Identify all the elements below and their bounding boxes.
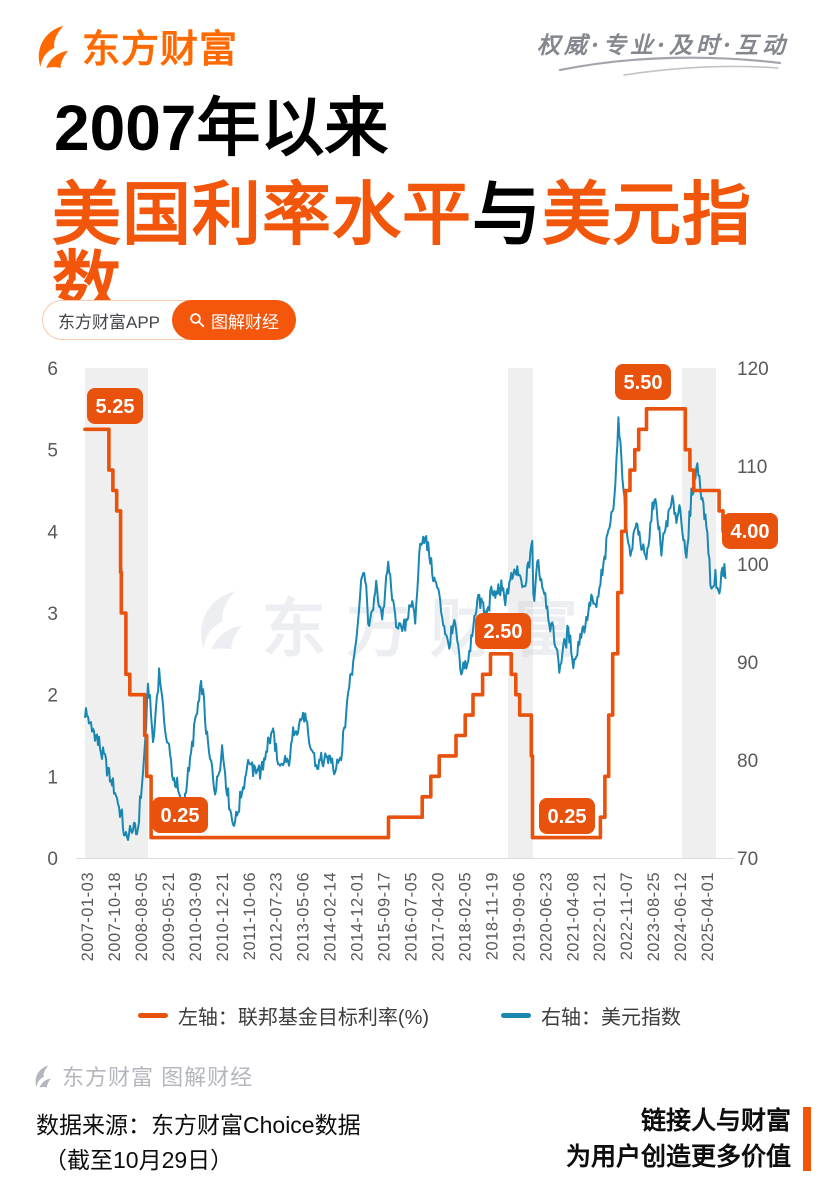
page-title-line1: 2007年以来 <box>54 92 389 164</box>
svg-text:2021-04-08: 2021-04-08 <box>564 872 582 961</box>
svg-text:2011-10-06: 2011-10-06 <box>241 872 259 960</box>
title-part-and: 与 <box>472 176 542 253</box>
svg-text:2007-10-18: 2007-10-18 <box>106 872 124 961</box>
tagline-line2: 为用户创造更多价值 <box>565 1143 791 1171</box>
svg-text:120: 120 <box>737 359 769 380</box>
svg-text:0.25: 0.25 <box>548 806 587 828</box>
chart-legend: 左轴：联邦基金目标利率(%) 右轴：美元指数 <box>0 1001 819 1030</box>
value-badges: 5.25 0.25 2.50 0.25 5.50 4.00 <box>87 364 778 834</box>
svg-text:2019-09-06: 2019-09-06 <box>510 872 528 961</box>
dollar-index-line <box>84 416 727 841</box>
svg-text:0.25: 0.25 <box>161 805 200 827</box>
svg-text:2023-08-25: 2023-08-25 <box>645 872 663 961</box>
brand-flame-icon <box>28 23 74 69</box>
footer-tagline: 链接人与财富 为用户创造更多价值 <box>566 1103 791 1175</box>
svg-text:2010-12-21: 2010-12-21 <box>214 872 232 961</box>
title-part-rates: 美国利率水平 <box>52 176 472 253</box>
column-pill[interactable]: 图解财经 <box>172 300 297 340</box>
footer-brand-watermark: 东方财富 图解财经 <box>30 1060 253 1092</box>
svg-text:2014-02-14: 2014-02-14 <box>322 872 340 961</box>
chart-watermark: 东方财富 <box>201 591 598 665</box>
app-pill[interactable]: 东方财富APP 图解财经 <box>42 300 297 340</box>
svg-text:2012-07-23: 2012-07-23 <box>268 872 286 961</box>
fed-funds-rate-line <box>83 407 728 840</box>
left-axis-ticks: 0 1 2 3 4 5 6 <box>47 359 58 870</box>
svg-text:2009-05-21: 2009-05-21 <box>160 872 178 961</box>
svg-text:0: 0 <box>47 849 58 870</box>
header-slogan: 权威·专业·及时·互动 <box>536 32 789 59</box>
svg-text:2018-11-19: 2018-11-19 <box>483 872 501 960</box>
tagline-line1: 链接人与财富 <box>640 1107 791 1135</box>
svg-text:2014-12-01: 2014-12-01 <box>349 872 367 961</box>
legend-label-rate: 左轴：联邦基金目标利率(%) <box>177 1007 430 1029</box>
svg-text:东方财富: 东方财富 <box>262 593 598 665</box>
page-title-line2: 美国利率水平与美元指数 <box>52 180 819 318</box>
svg-text:4: 4 <box>47 522 58 543</box>
app-pill-label: 东方财富APP <box>58 312 161 332</box>
app-pill-row: 东方财富APP 图解财经 <box>42 300 297 340</box>
column-pill-label: 图解财经 <box>211 312 280 332</box>
brand-logo: 东方财富 <box>28 18 238 73</box>
svg-text:2: 2 <box>47 686 58 707</box>
data-source-line2: （截至10月29日） <box>44 1147 234 1173</box>
legend-item-rate: 左轴：联邦基金目标利率(%) <box>137 1001 430 1030</box>
swoosh-underline-icon <box>558 56 782 76</box>
svg-text:110: 110 <box>737 457 767 478</box>
svg-text:2016-07-05: 2016-07-05 <box>403 872 421 961</box>
svg-text:2015-09-17: 2015-09-17 <box>376 872 394 961</box>
footer-flame-icon <box>30 1064 54 1088</box>
svg-text:5: 5 <box>47 441 58 462</box>
svg-text:2.50: 2.50 <box>484 621 523 643</box>
right-axis-ticks: 70 80 90 100 110 120 <box>737 359 769 870</box>
svg-text:2007-01-03: 2007-01-03 <box>79 872 97 961</box>
svg-text:2013-05-06: 2013-05-06 <box>295 872 313 961</box>
title-part-dxy: 美元指数 <box>52 176 752 322</box>
svg-text:1: 1 <box>47 767 58 788</box>
svg-text:4.00: 4.00 <box>731 521 770 543</box>
svg-text:2020-06-23: 2020-06-23 <box>537 872 555 961</box>
legend-label-dxy: 右轴：美元指数 <box>541 1007 682 1029</box>
footer-watermark-text: 东方财富 图解财经 <box>62 1065 254 1090</box>
svg-text:2018-02-05: 2018-02-05 <box>456 872 474 961</box>
svg-text:2024-06-12: 2024-06-12 <box>672 872 690 961</box>
legend-item-dxy: 右轴：美元指数 <box>501 1001 681 1030</box>
svg-text:80: 80 <box>737 751 758 772</box>
svg-text:2010-03-09: 2010-03-09 <box>187 872 205 961</box>
search-icon <box>190 313 205 328</box>
svg-text:5.50: 5.50 <box>624 372 663 394</box>
brand-name: 东方财富 <box>82 29 239 71</box>
svg-text:2017-04-20: 2017-04-20 <box>429 872 447 961</box>
svg-text:3: 3 <box>47 604 58 625</box>
svg-text:5.25: 5.25 <box>96 396 135 418</box>
svg-text:2008-08-05: 2008-08-05 <box>133 872 151 961</box>
svg-text:6: 6 <box>47 359 58 380</box>
svg-text:2022-11-07: 2022-11-07 <box>618 872 636 960</box>
data-source-line1: 数据来源：东方财富Choice数据 <box>36 1112 361 1138</box>
svg-text:2022-01-21: 2022-01-21 <box>591 872 609 961</box>
svg-text:90: 90 <box>737 653 758 674</box>
svg-text:2025-04-01: 2025-04-01 <box>699 872 717 961</box>
accent-bar <box>803 1107 811 1171</box>
legend-dash-blue-icon <box>501 1013 532 1018</box>
legend-dash-orange-icon <box>137 1013 168 1018</box>
svg-text:70: 70 <box>737 849 758 870</box>
x-axis-labels: 2007-01-03 2007-10-18 2008-08-05 2009-05-21… <box>79 872 717 961</box>
svg-text:100: 100 <box>737 555 769 576</box>
